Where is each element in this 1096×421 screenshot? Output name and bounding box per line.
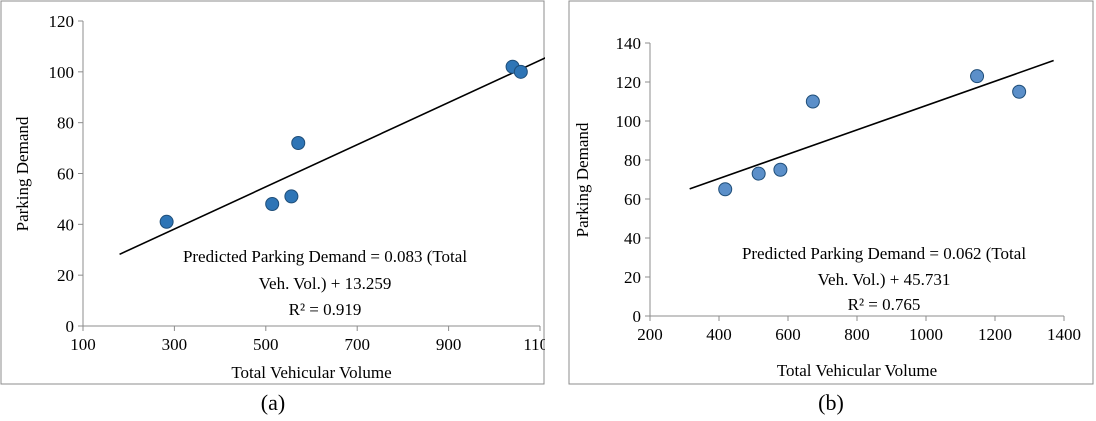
x-tick-label: 700 [344,335,370,354]
y-tick-label: 0 [66,317,75,336]
y-tick-label: 20 [57,266,74,285]
data-point [1012,84,1027,99]
y-tick-label: 40 [57,215,74,234]
y-tick-label: 80 [57,114,74,133]
equation-line: R² = 0.765 [848,295,921,314]
chart-frame [568,0,1094,385]
y-tick-label: 140 [616,34,642,53]
data-point [805,94,820,109]
data-point [265,197,280,211]
y-tick-label: 60 [624,190,641,209]
equation-line: Veh. Vol.) + 13.259 [259,274,392,293]
data-point [291,136,306,150]
x-tick-label: 1400 [1047,325,1081,344]
data-point [284,189,299,204]
y-tick-label: 60 [57,165,74,184]
x-tick-label: 100 [70,335,96,354]
y-axis-title: Parking Demand [573,122,592,237]
x-tick-label: 600 [775,325,801,344]
equation-line: Predicted Parking Demand = 0.083 (Total [183,247,467,266]
x-tick-label: 300 [162,335,188,354]
y-tick-label: 100 [49,63,75,82]
y-tick-label: 120 [49,12,75,31]
trendline [119,57,545,256]
x-tick-label: 1000 [909,325,943,344]
equation-line: Predicted Parking Demand = 0.062 (Total [742,244,1026,263]
chart-frame [0,0,545,385]
data-point [970,69,985,84]
data-point [773,162,788,177]
data-point [513,64,528,79]
x-tick-label: 900 [436,335,462,354]
x-axis-title: Total Vehicular Volume [231,363,391,382]
x-tick-label: 800 [844,325,870,344]
x-tick-label: 200 [637,325,663,344]
trendline [689,59,1054,190]
equation-line: R² = 0.919 [289,300,362,319]
x-axis-title: Total Vehicular Volume [777,361,937,380]
data-point [751,166,766,181]
y-tick-label: 40 [624,229,641,248]
chart-b: 200 400 600 800 1000 1200 1400 0 20 40 60 80 100 120 1… [568,0,1094,385]
data-point [718,182,733,197]
y-tick-label: 120 [616,73,642,92]
data-point [159,214,174,229]
y-tick-label: 100 [616,112,642,131]
y-axis-title: Parking Demand [13,116,32,231]
x-tick-label: 500 [253,335,279,354]
x-tick-label: 400 [706,325,732,344]
equation-line: Veh. Vol.) + 45.731 [818,270,951,289]
x-tick-label: 1200 [978,325,1012,344]
caption-b: (b) [818,390,844,415]
caption-a: (a) [260,390,286,415]
y-tick-label: 20 [624,268,641,287]
y-tick-label: 80 [624,151,641,170]
y-tick-label: 0 [633,307,642,326]
